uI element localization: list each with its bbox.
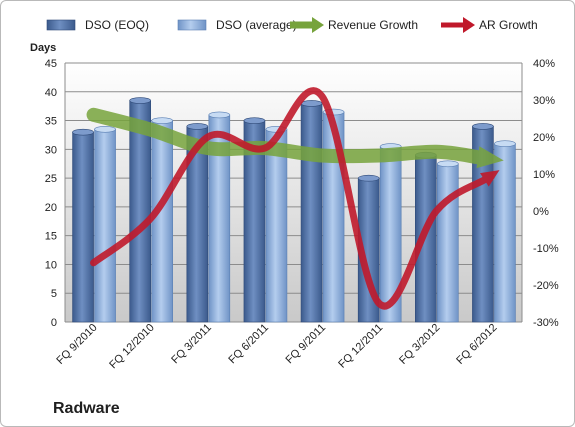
legend-label: Revenue Growth (328, 18, 418, 32)
legend-arrowhead (312, 17, 324, 33)
y2-tick-label: 20% (533, 132, 555, 144)
legend-item: DSO (average) (177, 18, 297, 32)
x-tick-label: FQ 6/2011 (226, 322, 271, 367)
y-tick-label: 40 (45, 87, 57, 99)
legend-item: DSO (EOQ) (46, 18, 149, 32)
ar-growth-line (90, 87, 488, 310)
legend-item: AR Growth (441, 17, 538, 33)
y2-tick-label: 10% (533, 169, 555, 181)
ar-growth-arrowhead (480, 170, 500, 187)
bar (300, 100, 323, 323)
bar (494, 140, 516, 323)
y-tick-label: 30 (45, 144, 57, 156)
bar (243, 117, 266, 323)
x-tick-label: FQ 9/2011 (284, 322, 329, 367)
legend-arrowhead (463, 17, 475, 33)
legend-label: DSO (average) (216, 18, 297, 32)
y-tick-label: 5 (51, 288, 57, 300)
legend-label: DSO (EOQ) (85, 18, 149, 32)
y2-tick-label: 30% (533, 95, 555, 107)
y2-tick-label: -20% (533, 280, 559, 292)
revenue-growth-line (86, 107, 485, 165)
x-tick-label: FQ 12/2011 (336, 322, 385, 371)
y-tick-label: 25 (45, 173, 57, 185)
x-tick-label: FQ 12/2010 (107, 322, 157, 372)
legend-swatch (177, 19, 207, 31)
y2-tick-label: 40% (533, 58, 555, 70)
bar (208, 111, 231, 323)
y-tick-label: 10 (45, 259, 57, 271)
bar (379, 143, 402, 323)
y-tick-label: 0 (51, 317, 57, 329)
y-tick-label: 45 (45, 58, 57, 70)
bar (437, 160, 459, 323)
bar (72, 128, 94, 323)
brand-label: Radware (53, 400, 120, 417)
y-tick-label: 20 (45, 202, 57, 214)
y-axis-title: Days (30, 42, 56, 54)
bar (186, 123, 209, 323)
y2-tick-label: 0% (533, 206, 549, 218)
x-tick-label: FQ 3/2012 (397, 322, 442, 367)
x-tick-label: FQ 6/2012 (454, 322, 499, 367)
bar (94, 126, 116, 323)
ar-growth-series (90, 87, 500, 310)
x-tick-label: FQ 9/2010 (54, 322, 99, 367)
y-tick-label: 15 (45, 231, 57, 243)
y2-tick-label: -30% (533, 317, 559, 329)
legend-item: Revenue Growth (290, 17, 418, 33)
revenue-growth-arrowhead (476, 146, 504, 169)
legend-swatch (46, 19, 76, 31)
revenue-growth-series (86, 107, 504, 169)
bar (129, 97, 151, 323)
bar (151, 117, 173, 323)
x-tick-label: FQ 3/2011 (169, 322, 214, 367)
y2-tick-label: -10% (533, 243, 559, 255)
y-tick-label: 35 (45, 116, 57, 128)
legend-label: AR Growth (479, 18, 538, 32)
